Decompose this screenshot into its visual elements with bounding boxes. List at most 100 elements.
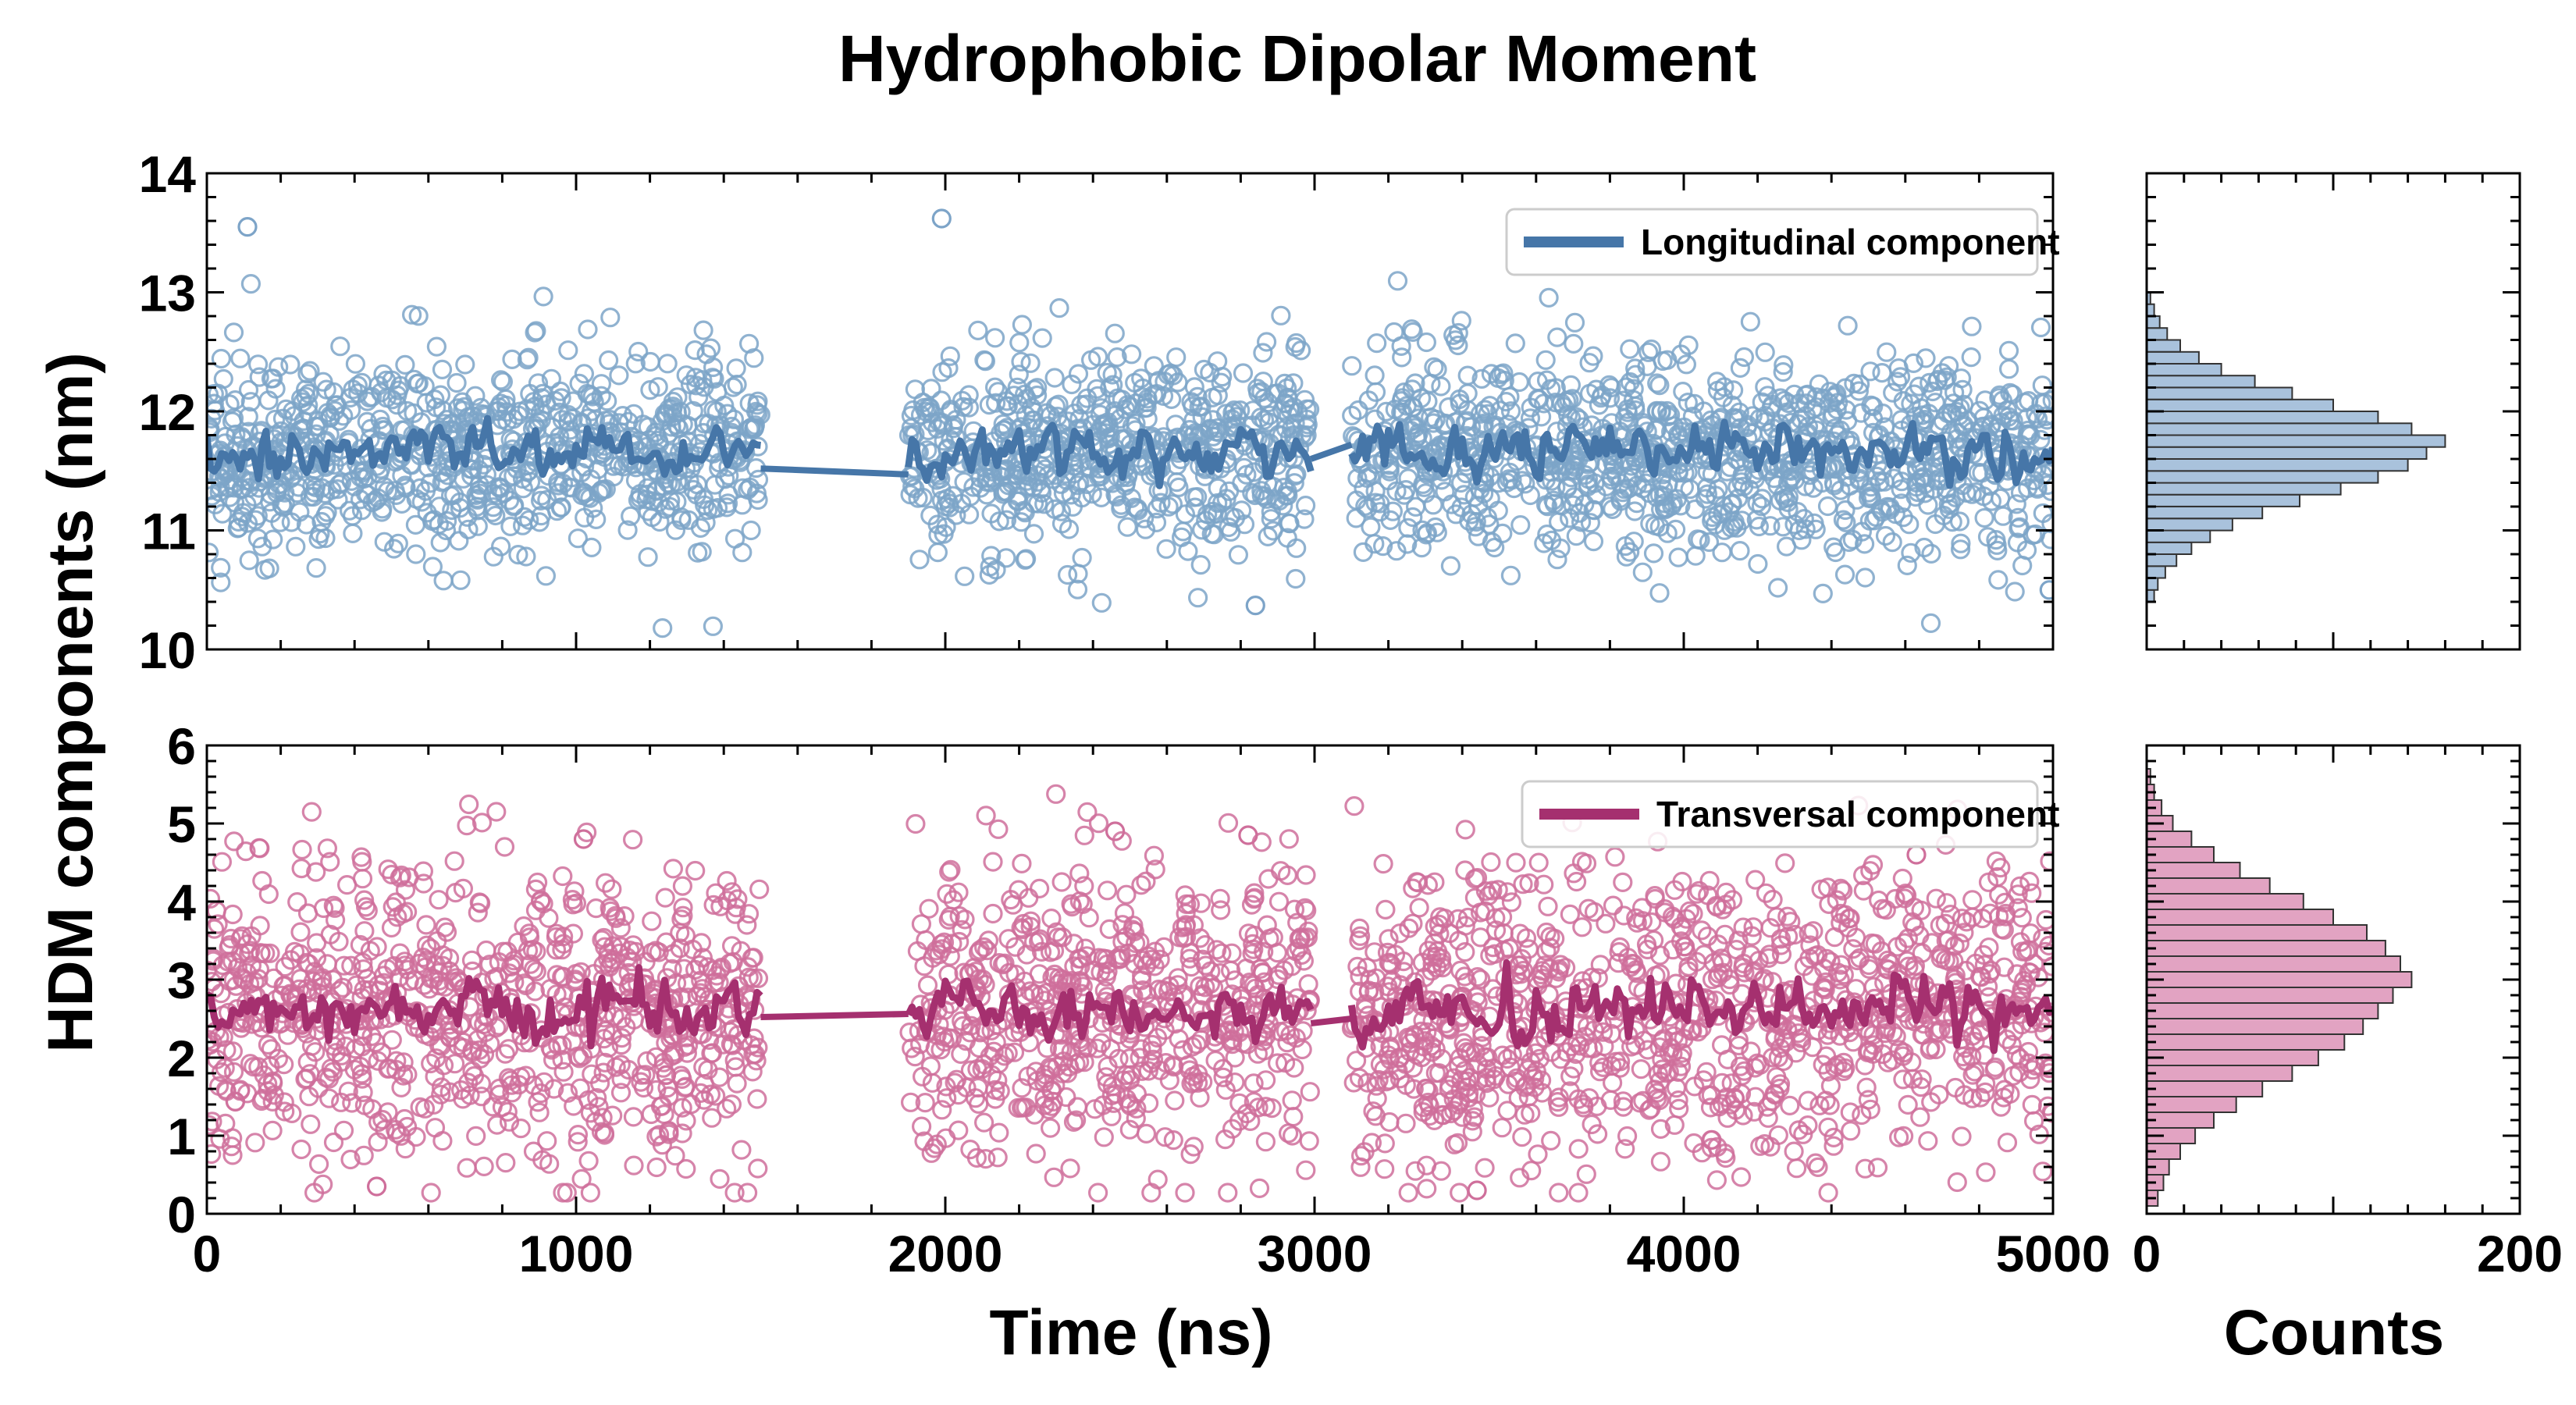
longitudinal-point: [1455, 412, 1475, 432]
transversal-point: [1074, 876, 1094, 896]
transversal-point: [1668, 1090, 1688, 1111]
longitudinal-point: [1987, 540, 2008, 561]
transversal-point: [1767, 907, 1787, 927]
longitudinal-point: [259, 558, 279, 578]
transversal-point: [1344, 795, 1364, 816]
longitudinal-point: [343, 379, 363, 400]
transversal-point: [1105, 1083, 1126, 1104]
longitudinal-point: [1392, 347, 1412, 368]
longitudinal-point: [1412, 520, 1432, 540]
transversal-point: [1398, 1183, 1418, 1203]
longitudinal-point: [703, 357, 724, 378]
transversal-point: [602, 879, 622, 899]
longitudinal-point: [748, 404, 768, 424]
longitudinal-point: [1657, 350, 1678, 370]
transversal-point: [511, 1118, 531, 1139]
longitudinal-point: [416, 393, 436, 413]
transversal-point: [338, 1081, 358, 1101]
longitudinal-point: [582, 401, 602, 422]
transversal-point: [309, 1154, 329, 1175]
longitudinal-y-tick-label: 12: [139, 383, 196, 441]
transversal-point: [942, 934, 962, 954]
longitudinal-point: [300, 361, 320, 381]
longitudinal-outlier-point: [237, 217, 258, 237]
longitudinal-point: [1049, 298, 1069, 318]
longitudinal-point: [525, 322, 545, 343]
longitudinal-point: [550, 497, 571, 518]
transversal-point: [1287, 912, 1308, 933]
longitudinal-point: [1974, 507, 1994, 528]
transversal-point: [1044, 1167, 1064, 1187]
transversal-point: [421, 968, 441, 989]
transversal-point: [496, 1152, 516, 1173]
transversal-point: [1895, 933, 1915, 953]
longitudinal-point: [582, 537, 602, 558]
longitudinal-point: [1859, 510, 1880, 531]
longitudinal-point: [270, 512, 290, 532]
transversal-point: [1087, 1038, 1108, 1058]
longitudinal-point: [1763, 394, 1783, 415]
transversal-point: [1910, 1107, 1930, 1127]
transversal-point: [494, 837, 515, 857]
transversal-point: [1375, 1159, 1395, 1179]
transversal-point: [1374, 1059, 1394, 1080]
longitudinal-point: [1126, 413, 1146, 434]
longitudinal-average-line: [1348, 418, 2053, 489]
transversal-point: [1148, 979, 1169, 1000]
longitudinal-point: [2030, 317, 2051, 338]
transversal-point: [988, 819, 1009, 839]
transversal-point: [311, 970, 332, 991]
longitudinal-point: [1632, 562, 1653, 582]
transversal-point: [1645, 888, 1665, 909]
transversal-point: [1818, 1183, 1838, 1203]
longitudinal-point: [1415, 483, 1436, 503]
longitudinal-point: [1403, 322, 1423, 342]
longitudinal-point: [490, 536, 511, 557]
longitudinal-point: [1899, 514, 1920, 535]
longitudinal-hist-bar: [2146, 482, 2342, 496]
longitudinal-point: [368, 488, 388, 508]
transversal-point: [397, 1064, 418, 1085]
longitudinal-point: [1614, 478, 1635, 500]
transversal-point: [539, 908, 559, 928]
transversal-point: [1944, 969, 1965, 990]
transversal-point: [207, 1112, 222, 1132]
longitudinal-point: [249, 367, 269, 387]
longitudinal-line-series: [207, 414, 2053, 489]
longitudinal-point: [1386, 541, 1407, 561]
longitudinal-point: [1883, 382, 1903, 403]
transversal-point: [1242, 944, 1262, 964]
longitudinal-point: [1509, 372, 1530, 393]
longitudinal-point: [586, 509, 607, 530]
transversal-point: [563, 895, 583, 915]
transversal-point: [742, 968, 763, 988]
longitudinal-point: [1535, 350, 1556, 370]
longitudinal-point: [455, 354, 475, 375]
transversal-point: [662, 959, 682, 980]
longitudinal-point: [1105, 405, 1125, 425]
transversal-point: [1538, 896, 1558, 916]
transversal-point: [354, 1145, 374, 1165]
longitudinal-point: [1564, 461, 1584, 481]
longitudinal-point: [1580, 513, 1601, 533]
longitudinal-point: [323, 382, 343, 402]
longitudinal-point: [1637, 356, 1657, 376]
longitudinal-point: [280, 354, 301, 375]
transversal-point: [1218, 1183, 1238, 1203]
transversal-point: [489, 951, 509, 973]
transversal-point: [1255, 1097, 1276, 1117]
longitudinal-point: [747, 395, 767, 415]
longitudinal-hist-bar: [2146, 339, 2181, 353]
longitudinal-point: [1539, 287, 1559, 308]
longitudinal-point: [1938, 494, 1959, 515]
longitudinal-point: [1156, 539, 1176, 559]
transversal-point: [1165, 1090, 1185, 1111]
longitudinal-point: [1505, 333, 1525, 354]
transversal-point: [1131, 1039, 1151, 1059]
longitudinal-gap-line: [1309, 441, 1353, 462]
transversal-point: [275, 956, 295, 977]
longitudinal-point: [1638, 342, 1659, 362]
longitudinal-point: [347, 375, 368, 396]
longitudinal-point: [981, 546, 1002, 566]
transversal-point: [1097, 880, 1118, 901]
